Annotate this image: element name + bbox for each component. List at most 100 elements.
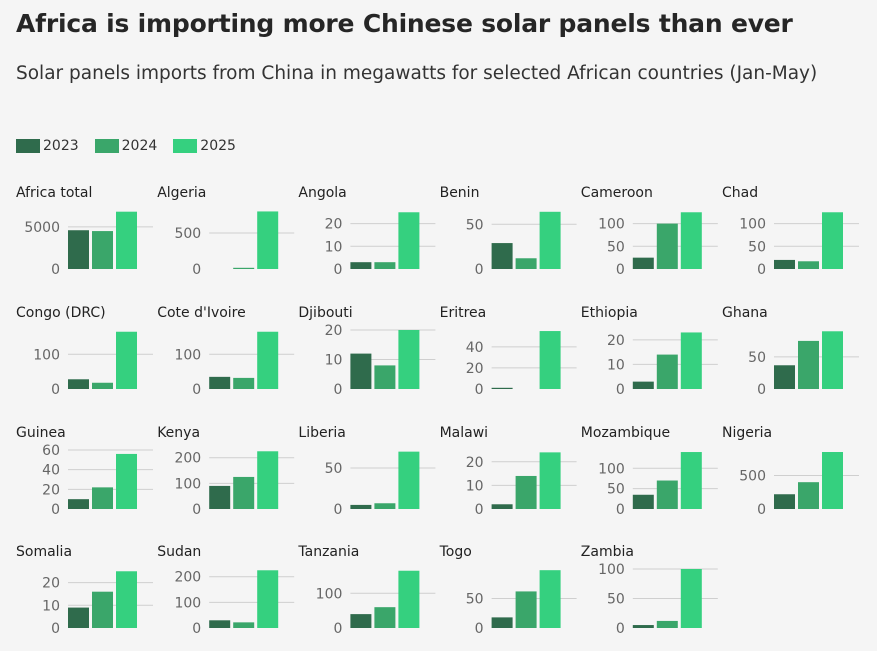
tick-label: 0	[192, 262, 201, 278]
panel-algeria: Algeria 0 500	[157, 185, 295, 278]
panel-tanzania: Tanzania 0 100	[297, 544, 436, 637]
legend-swatch-2024	[94, 139, 119, 153]
tick-label: 20	[42, 482, 60, 498]
panel-mozambique: Mozambique 0 50 100	[581, 425, 718, 518]
tick-label: 0	[192, 621, 201, 637]
tick-label: 50	[466, 217, 484, 233]
tick-label: 20	[466, 361, 484, 377]
tick-label: 50	[607, 592, 625, 608]
bar-ethiopia-2024	[656, 354, 678, 389]
panel-title-ghana: Ghana	[722, 305, 768, 321]
legend-item-2024: 2024	[94, 138, 158, 154]
tick-label: 200	[174, 451, 201, 467]
chart-subtitle: Solar panels imports from China in megaw…	[16, 63, 818, 84]
bar-zambia-2024	[656, 620, 678, 628]
panel-title-africa-total: Africa total	[16, 185, 92, 201]
legend-label-2024: 2024	[121, 138, 158, 154]
tick-label: 50	[325, 461, 343, 477]
bar-tanzania-2024	[374, 607, 396, 628]
bar-mozambique-2024	[656, 480, 678, 509]
bar-cameroon-2023	[632, 257, 654, 269]
tick-label: 10	[42, 598, 60, 614]
tick-label: 0	[475, 621, 484, 637]
legend-label-2023: 2023	[43, 138, 79, 154]
bar-zambia-2025	[680, 569, 702, 628]
tick-label: 50	[607, 239, 625, 255]
bar-malawi-2025	[539, 452, 561, 509]
tick-label: 100	[598, 217, 625, 233]
panel-togo: Togo 0 50	[439, 544, 577, 637]
panel-title-cote-d-ivoire: Cote d'Ivoire	[157, 305, 246, 321]
panel-kenya: Kenya 0 100 200	[157, 425, 295, 518]
bar-algeria-2024	[233, 267, 255, 269]
tick-label: 100	[739, 217, 766, 233]
tick-label: 20	[42, 576, 60, 592]
tick-label: 0	[475, 262, 484, 278]
panel-ghana: Ghana 0 50	[722, 305, 859, 398]
bar-ghana-2023	[774, 365, 795, 389]
tick-label: 50	[748, 350, 766, 366]
panel-sudan: Sudan 0 100 200	[157, 544, 295, 637]
panel-malawi: Malawi 0 10 20	[440, 425, 577, 518]
tick-label: 10	[325, 239, 343, 255]
tick-label: 20	[325, 323, 343, 339]
panel-title-benin: Benin	[440, 185, 480, 201]
bar-ethiopia-2023	[632, 381, 654, 389]
bar-congo-drc-2024	[92, 382, 113, 389]
chart-title: Africa is importing more Chinese solar p…	[16, 9, 793, 38]
tick-label: 60	[42, 443, 60, 459]
tick-label: 50	[607, 482, 625, 498]
tick-label: 10	[325, 353, 343, 369]
panel-africa-total: Africa total 0 5000	[16, 185, 153, 278]
bar-chad-2025	[822, 212, 843, 269]
legend-label-2025: 2025	[200, 138, 236, 154]
bar-benin-2025	[539, 211, 561, 269]
panel-angola: Angola 0 10 20	[298, 185, 436, 278]
legend-item-2025: 2025	[173, 138, 236, 154]
tick-label: 0	[333, 262, 342, 278]
bar-chad-2023	[774, 259, 795, 269]
bar-africa-total-2023	[68, 230, 89, 269]
bar-cameroon-2025	[680, 212, 702, 269]
bar-benin-2023	[491, 243, 513, 269]
panel-nigeria: Nigeria 0 500	[722, 425, 859, 518]
tick-label: 500	[174, 226, 201, 242]
bar-malawi-2023	[491, 504, 513, 509]
bar-mozambique-2025	[680, 452, 702, 509]
panel-title-zambia: Zambia	[581, 544, 634, 560]
bar-eritrea-2023	[491, 387, 513, 389]
bar-liberia-2025	[398, 451, 420, 509]
bar-congo-drc-2025	[116, 331, 137, 389]
bar-somalia-2023	[68, 607, 89, 628]
panel-title-liberia: Liberia	[298, 425, 345, 441]
legend-item-2023: 2023	[16, 138, 79, 154]
bar-kenya-2025	[257, 451, 279, 509]
bar-africa-total-2025	[116, 211, 137, 269]
legend-swatch-2025	[173, 139, 198, 153]
bar-mozambique-2023	[632, 494, 654, 509]
legend-swatch-2023	[16, 139, 40, 153]
bar-togo-2025	[539, 570, 561, 628]
bar-cote-d-ivoire-2024	[233, 377, 255, 389]
bar-ghana-2025	[822, 331, 843, 389]
bar-djibouti-2024	[374, 365, 396, 389]
panel-title-cameroon: Cameroon	[581, 185, 653, 201]
tick-label: 0	[333, 502, 342, 518]
bar-zambia-2023	[632, 625, 654, 628]
bar-nigeria-2024	[798, 482, 819, 509]
tick-label: 40	[466, 340, 484, 356]
panel-title-mozambique: Mozambique	[581, 425, 670, 441]
tick-label: 100	[598, 461, 625, 477]
bar-sudan-2024	[233, 622, 255, 628]
panel-liberia: Liberia 0 50	[298, 425, 436, 518]
panel-cameroon: Cameroon 0 50 100	[581, 185, 718, 278]
panel-title-angola: Angola	[298, 185, 346, 201]
bar-guinea-2023	[68, 499, 89, 509]
panel-ethiopia: Ethiopia 0 10 20	[581, 305, 718, 398]
bar-djibouti-2025	[398, 330, 420, 389]
tick-label: 100	[598, 562, 625, 578]
bar-benin-2024	[515, 258, 537, 269]
panel-title-malawi: Malawi	[440, 425, 488, 441]
panel-title-togo: Togo	[439, 544, 472, 560]
panel-title-chad: Chad	[722, 185, 758, 201]
